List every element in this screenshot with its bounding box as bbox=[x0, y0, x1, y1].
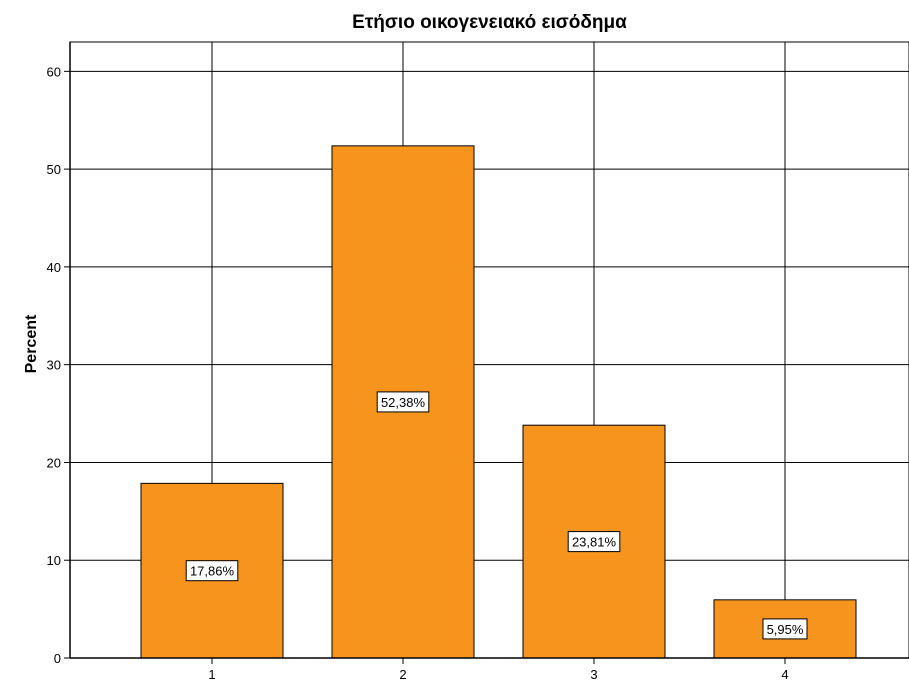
y-tick-label: 0 bbox=[54, 651, 61, 666]
axes: 0 10 20 30 40 50 60 1 2 3 4 bbox=[47, 42, 909, 682]
chart-title: Ετήσιο οικογενειακό εισόδημα bbox=[352, 12, 627, 33]
data-label: 17,86% bbox=[190, 564, 235, 579]
x-tick-label: 2 bbox=[399, 667, 406, 682]
data-label: 52,38% bbox=[381, 395, 426, 410]
y-tick-label: 60 bbox=[47, 64, 61, 79]
data-label-box bbox=[567, 531, 621, 553]
x-tick-label: 1 bbox=[208, 667, 215, 682]
data-labels: 17,86% 52,38% 23,81% 5,95% bbox=[185, 391, 808, 640]
bars bbox=[140, 145, 857, 659]
data-label-box bbox=[762, 618, 808, 640]
data-label: 5,95% bbox=[767, 622, 804, 637]
y-tick-label: 10 bbox=[47, 553, 61, 568]
y-tick-label: 50 bbox=[47, 162, 61, 177]
y-tick-label: 30 bbox=[47, 358, 61, 373]
x-tick-label: 4 bbox=[781, 667, 788, 682]
data-label: 23,81% bbox=[572, 535, 617, 550]
y-tick-label: 40 bbox=[47, 260, 61, 275]
x-tick-label: 3 bbox=[590, 667, 597, 682]
data-label-box bbox=[185, 560, 239, 582]
y-tick-label: 20 bbox=[47, 455, 61, 470]
data-label-box bbox=[376, 391, 430, 413]
